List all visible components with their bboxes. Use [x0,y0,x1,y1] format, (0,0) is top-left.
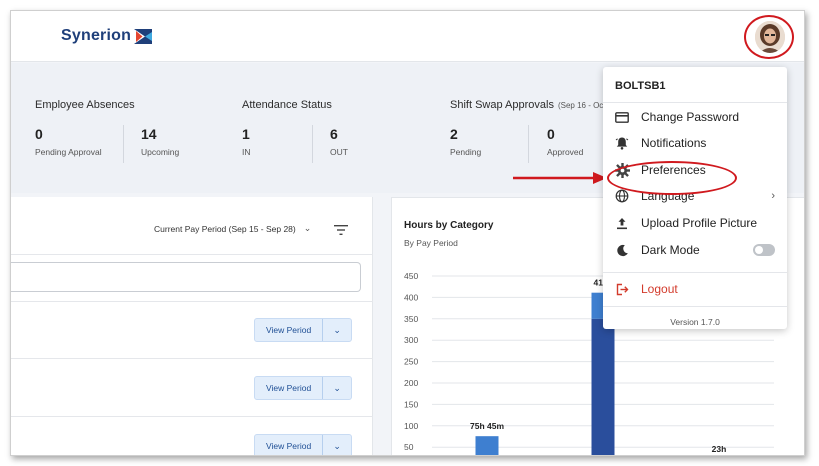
divider [11,358,373,359]
divider [123,125,124,163]
app-window: Synerion Employee Absen [10,10,805,456]
view-period-split-button[interactable]: View Period ⌄ [254,376,353,400]
preferences-highlight [607,161,737,195]
shift-swap-title: Shift Swap Approvals (Sep 16 - Oct [450,99,606,111]
stat-value: 2 [450,126,458,142]
menu-item-notifications[interactable]: Notifications [603,130,787,156]
upload-icon [614,215,630,231]
y-tick-label: 200 [404,378,418,388]
pay-period-select[interactable]: Current Pay Period (Sep 15 - Sep 28) ⌄ [154,223,311,234]
y-tick-label: 250 [404,357,418,367]
arrow-annotation-icon [513,172,607,184]
stat-label: Approved [547,147,584,157]
menu-item-label: Notifications [641,136,707,150]
divider [312,125,313,163]
menu-item-label: Change Password [641,110,740,124]
dark-mode-toggle[interactable] [753,244,775,256]
app-version: Version 1.7.0 [670,317,720,327]
bar-data-label: 23h [712,444,727,454]
y-tick-label: 300 [404,335,418,345]
avatar-highlight[interactable] [744,15,794,59]
menu-item-dark-mode[interactable]: Dark Mode [603,237,787,263]
stat-swap-pending[interactable]: 2 Pending [450,126,481,157]
chart-subtitle: By Pay Period [404,238,458,248]
filter-icon[interactable] [334,224,348,236]
divider [11,416,373,417]
bar-segment[interactable] [475,436,499,456]
y-tick-label: 350 [404,314,418,324]
y-tick-label: 100 [404,421,418,431]
toggle-knob [755,246,763,254]
pay-period-label: Current Pay Period (Sep 15 - Sep 28) [154,223,296,234]
divider [528,125,529,163]
menu-item-logout[interactable]: Logout [603,276,787,302]
y-tick-label: 450 [404,271,418,281]
y-tick-label: 50 [404,442,414,452]
user-menu: BOLTSB1 Change Password Notifications Pr… [603,67,787,329]
stat-label: IN [242,147,251,157]
y-tick-label: 150 [404,399,418,409]
chart-title: Hours by Category [404,220,494,231]
chevron-down-icon[interactable]: ⌄ [322,435,351,455]
user-photo-icon [755,21,785,53]
stat-value: 0 [35,126,43,142]
y-tick-label: 400 [404,292,418,302]
chevron-down-icon[interactable]: ⌄ [322,377,351,399]
menu-item-change-password[interactable]: Change Password [603,104,787,130]
brand-name: Synerion [61,27,132,44]
synerion-logo[interactable]: Synerion [61,27,153,45]
employee-absences-title: Employee Absences [35,99,135,111]
globe-icon [614,188,630,204]
stat-label: Upcoming [141,147,180,157]
view-period-button[interactable]: View Period [266,441,312,451]
view-period-button[interactable]: View Period [266,325,312,335]
divider [11,254,373,255]
bar-segment[interactable] [591,318,615,456]
view-period-split-button[interactable]: View Period ⌄ [254,318,353,342]
chevron-down-icon[interactable]: ⌄ [322,319,351,341]
chevron-down-icon: ⌄ [303,223,312,233]
divider [11,301,373,302]
search-input[interactable] [11,262,361,292]
menu-item-label: Logout [641,282,678,296]
divider [603,102,787,103]
avatar[interactable] [755,21,785,53]
pay-period-panel: Current Pay Period (Sep 15 - Sep 28) ⌄ V… [11,197,373,455]
attendance-status-title: Attendance Status [242,99,332,111]
bell-icon [614,135,630,151]
stat-pending-approval[interactable]: 0 Pending Approval [35,126,102,157]
stat-out[interactable]: 6 OUT [330,126,348,157]
shift-swap-date-range: (Sep 16 - Oct [557,101,606,110]
stat-label: Pending Approval [35,147,102,157]
menu-item-upload-profile-picture[interactable]: Upload Profile Picture [603,210,787,236]
brand-flag-icon [134,28,153,44]
stat-swap-approved[interactable]: 0 Approved [547,126,583,157]
stat-label: OUT [330,147,348,157]
stat-value: 1 [242,126,250,142]
stat-value: 6 [330,126,338,142]
stat-label: Pending [450,147,482,157]
divider [603,272,787,273]
bar-data-label: 75h 45m [470,421,504,431]
card-icon [614,109,630,125]
chevron-right-icon: › [771,190,775,202]
stat-value: 0 [547,126,555,142]
top-bar: Synerion [11,11,804,62]
view-period-button[interactable]: View Period [266,383,312,393]
moon-icon [614,242,630,258]
stat-upcoming[interactable]: 14 Upcoming [141,126,179,157]
stat-in[interactable]: 1 IN [242,126,251,157]
stat-value: 14 [141,126,157,142]
username: BOLTSB1 [615,80,666,92]
divider [603,306,787,307]
view-period-split-button[interactable]: View Period ⌄ [254,434,353,455]
menu-item-label: Dark Mode [641,243,700,257]
menu-item-label: Upload Profile Picture [641,216,758,230]
shift-swap-title-text: Shift Swap Approvals [450,99,554,111]
logout-icon [614,281,630,297]
